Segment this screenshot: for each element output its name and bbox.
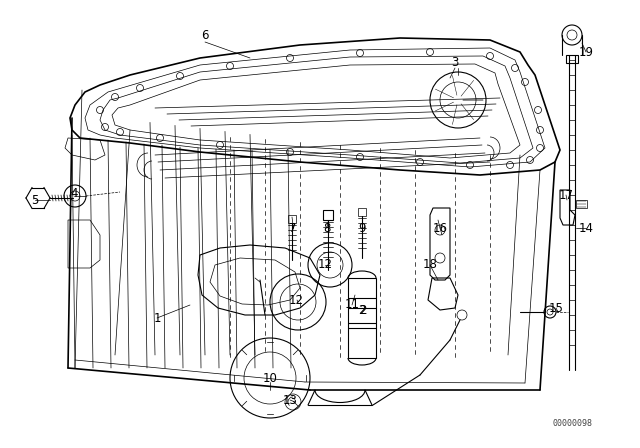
Text: 4: 4: [70, 186, 77, 199]
Text: 00000098: 00000098: [553, 419, 593, 428]
Text: 2: 2: [359, 303, 367, 316]
Bar: [358, 208, 366, 216]
Text: 16: 16: [433, 221, 447, 234]
Text: 2: 2: [358, 303, 365, 316]
Text: 7: 7: [289, 221, 297, 234]
Text: 12: 12: [317, 258, 333, 271]
Text: 9: 9: [358, 221, 365, 234]
Text: 5: 5: [31, 194, 38, 207]
Text: 19: 19: [579, 46, 593, 59]
Text: 17: 17: [559, 189, 573, 202]
Text: 6: 6: [201, 29, 209, 42]
Bar: [288, 215, 296, 223]
Text: 18: 18: [422, 258, 437, 271]
Text: 12: 12: [289, 293, 303, 306]
Text: 13: 13: [283, 393, 298, 406]
Text: 11: 11: [344, 298, 360, 311]
Text: 8: 8: [323, 221, 331, 234]
Text: 10: 10: [262, 371, 277, 384]
Text: 15: 15: [548, 302, 563, 314]
Text: 1: 1: [153, 311, 161, 324]
Bar: [348, 278, 376, 358]
Bar: [323, 210, 333, 220]
Text: 3: 3: [451, 56, 459, 69]
Text: 14: 14: [579, 221, 593, 234]
Bar: [566, 55, 578, 63]
